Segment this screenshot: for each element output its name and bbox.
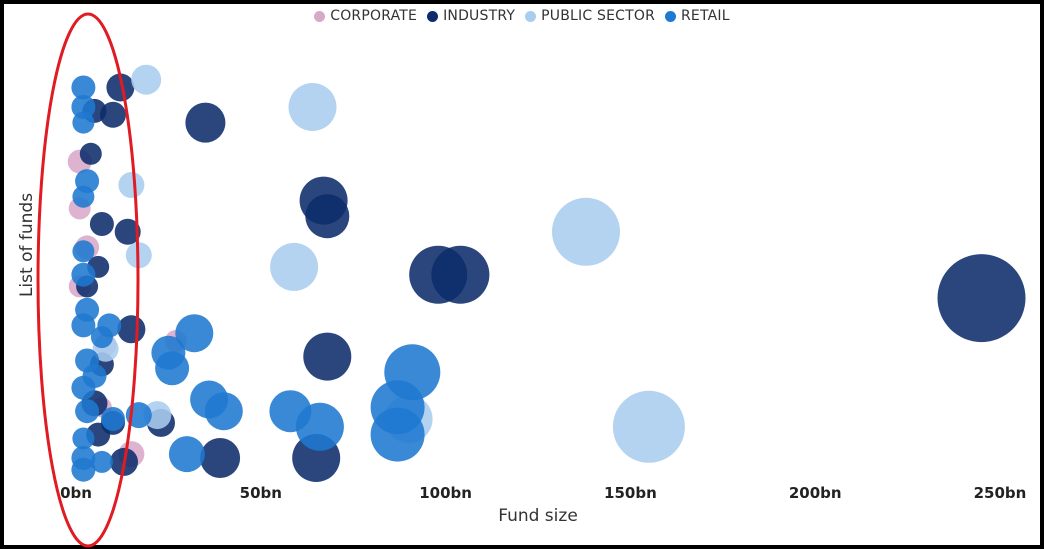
point-public-sector-3[interactable] <box>552 197 620 266</box>
legend-item-industry[interactable]: INDUSTRY <box>427 8 515 24</box>
point-industry-11[interactable] <box>431 245 490 304</box>
point-retail-25[interactable] <box>295 402 344 451</box>
point-industry-13[interactable] <box>937 254 1026 343</box>
point-retail-1[interactable] <box>71 95 96 119</box>
point-public-sector-1[interactable] <box>288 83 337 131</box>
y-axis-title: List of funds <box>17 193 37 297</box>
point-industry-8[interactable] <box>114 218 141 245</box>
x-tick-label-4: 200bn <box>789 484 842 502</box>
point-public-sector-5[interactable] <box>270 242 319 291</box>
point-retail-28[interactable] <box>168 436 205 473</box>
x-tick-label-2: 100bn <box>419 484 472 502</box>
point-retail-31[interactable] <box>71 457 96 482</box>
x-tick-label-1: 50bn <box>240 484 282 502</box>
point-industry-21[interactable] <box>200 438 241 478</box>
x-axis-title: Fund size <box>498 506 578 526</box>
point-retail-4[interactable] <box>72 185 95 208</box>
point-retail-13[interactable] <box>155 351 190 386</box>
point-industry-2[interactable] <box>100 101 126 128</box>
point-retail-5[interactable] <box>72 240 95 263</box>
point-retail-23[interactable] <box>101 407 125 431</box>
point-public-sector-9[interactable] <box>143 401 172 430</box>
point-retail-19[interactable] <box>204 392 243 431</box>
point-retail-27[interactable] <box>72 427 95 450</box>
legend-item-corporate[interactable]: CORPORATE <box>314 8 417 24</box>
legend-public-sector-label: PUBLIC SECTOR <box>541 8 655 24</box>
point-industry-15[interactable] <box>303 332 352 381</box>
point-public-sector-0[interactable] <box>131 64 162 95</box>
point-retail-11[interactable] <box>175 314 214 353</box>
legend-public-sector-dot-icon <box>525 10 537 22</box>
legend-corporate-dot-icon <box>314 10 326 22</box>
point-industry-3[interactable] <box>185 102 226 143</box>
legend-industry-label: INDUSTRY <box>443 8 516 24</box>
point-retail-0[interactable] <box>71 75 96 100</box>
point-industry-0[interactable] <box>106 73 135 102</box>
point-public-sector-2[interactable] <box>118 172 145 198</box>
point-retail-30[interactable] <box>90 450 113 473</box>
point-retail-10[interactable] <box>90 326 113 349</box>
point-retail-8[interactable] <box>71 313 96 338</box>
point-industry-7[interactable] <box>89 212 114 236</box>
legend-item-public-sector[interactable]: PUBLIC SECTOR <box>525 8 655 24</box>
legend-item-retail[interactable]: RETAIL <box>665 8 730 24</box>
x-axis-ticks: 0bn 50bn 100bn 150bn 200bn 250bn <box>60 484 1026 502</box>
point-retail-2[interactable] <box>72 111 95 134</box>
legend-corporate-label: CORPORATE <box>330 8 418 24</box>
point-public-sector-8[interactable] <box>612 390 685 463</box>
chart-legend: CORPORATE INDUSTRY PUBLIC SECTOR RETAIL <box>0 8 1044 24</box>
x-tick-label-5: 250bn <box>974 484 1027 502</box>
legend-retail-label: RETAIL <box>681 8 730 24</box>
point-retail-26[interactable] <box>370 407 425 462</box>
annotation-ellipse <box>36 12 140 548</box>
x-tick-label-3: 150bn <box>604 484 657 502</box>
legend-industry-dot-icon <box>427 10 439 22</box>
point-retail-16[interactable] <box>71 375 96 400</box>
x-tick-label-0: 0bn <box>60 484 92 502</box>
legend-retail-dot-icon <box>665 10 676 22</box>
point-retail-22[interactable] <box>75 399 100 424</box>
point-retail-6[interactable] <box>71 262 96 287</box>
point-industry-14[interactable] <box>117 315 146 344</box>
points-layer <box>67 64 1026 482</box>
point-industry-4[interactable] <box>79 142 102 165</box>
point-industry-6[interactable] <box>305 194 350 239</box>
